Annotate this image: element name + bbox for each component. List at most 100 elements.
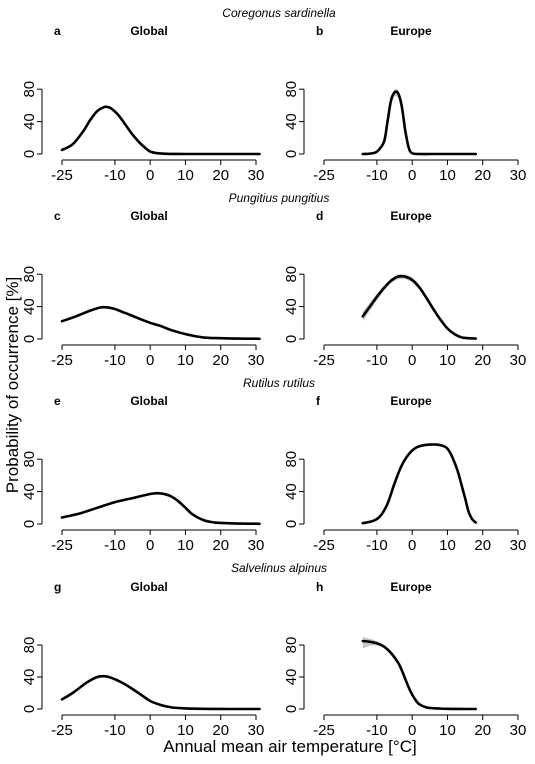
y-tick-label-f: 40: [283, 483, 300, 500]
panel-label-d: d: [316, 209, 323, 223]
panels-group: a Global 0 40 80 -25 -10 0 10 20 30 b Europe 0 40 80 -25…: [21, 24, 526, 739]
y-tick-label-d: 40: [283, 298, 300, 315]
x-tick-label-h: 0: [408, 722, 416, 739]
series-line-g: [60, 674, 261, 711]
y-tick-label-b: 40: [283, 113, 300, 130]
x-tick-label-g: 30: [248, 722, 265, 739]
confidence-band-h: [362, 637, 476, 709]
x-tick-label-b: -25: [313, 167, 335, 184]
x-tick-label-g: 20: [212, 722, 229, 739]
x-tick-label-e: 0: [146, 537, 154, 554]
x-tick-label-d: -10: [366, 352, 388, 369]
panel-f: f Europe 0 40 80 -25 -10 0 10 20 30: [283, 394, 526, 554]
panel-label-b: b: [316, 24, 323, 38]
y-tick-label-b: 80: [283, 81, 300, 98]
panel-label-g: g: [54, 580, 61, 594]
y-tick-label-c: 40: [21, 298, 38, 315]
panel-title-g: Global: [130, 580, 167, 594]
species-title-4: Salvelinus alpinus: [231, 561, 327, 575]
panel-title-f: Europe: [390, 394, 432, 408]
x-tick-label-c: -25: [51, 352, 73, 369]
x-tick-label-h: -10: [366, 722, 388, 739]
y-axis-title: Probability of occurrence [%]: [3, 277, 22, 493]
panel-e: e Global 0 40 80 -25 -10 0 10 20 30: [21, 394, 264, 554]
panel-label-c: c: [54, 209, 61, 223]
x-tick-label-c: 20: [212, 352, 229, 369]
y-tick-label-g: 40: [21, 669, 38, 686]
x-tick-label-a: 10: [177, 167, 194, 184]
x-tick-label-b: -10: [366, 167, 388, 184]
x-tick-label-f: -10: [366, 537, 388, 554]
panel-c: c Global 0 40 80 -25 -10 0 10 20 30: [21, 209, 264, 369]
series-line-b: [361, 90, 477, 156]
series-line-e: [60, 491, 261, 526]
y-tick-label-a: 80: [21, 81, 38, 98]
x-tick-label-a: -25: [51, 167, 73, 184]
panel-title-h: Europe: [390, 580, 432, 594]
x-tick-label-d: 30: [510, 352, 527, 369]
y-tick-label-c: 0: [21, 335, 38, 343]
y-tick-label-h: 40: [283, 669, 300, 686]
x-tick-label-e: 20: [212, 537, 229, 554]
panel-label-h: h: [316, 580, 323, 594]
x-tick-label-e: 30: [248, 537, 265, 554]
y-tick-label-f: 0: [283, 520, 300, 528]
x-tick-label-a: 30: [248, 167, 265, 184]
confidence-band-b: [362, 89, 476, 154]
x-tick-label-h: 20: [474, 722, 491, 739]
x-tick-label-c: 0: [146, 352, 154, 369]
x-tick-label-c: 30: [248, 352, 265, 369]
panel-title-a: Global: [130, 24, 167, 38]
panel-a: a Global 0 40 80 -25 -10 0 10 20 30: [21, 24, 264, 184]
x-tick-label-f: 0: [408, 537, 416, 554]
species-title-2: Pungitius pungitius: [229, 191, 330, 205]
x-tick-label-c: -10: [104, 352, 126, 369]
x-axis-title: Annual mean air temperature [°C]: [163, 737, 416, 756]
x-tick-label-f: 20: [474, 537, 491, 554]
x-tick-label-e: -25: [51, 537, 73, 554]
y-tick-label-h: 0: [283, 705, 300, 713]
x-tick-label-e: -10: [104, 537, 126, 554]
x-tick-label-b: 10: [439, 167, 456, 184]
y-tick-label-c: 80: [21, 266, 38, 283]
series-line-h: [361, 639, 477, 711]
x-tick-label-d: -25: [313, 352, 335, 369]
y-tick-label-a: 40: [21, 113, 38, 130]
y-tick-label-h: 80: [283, 637, 300, 654]
panel-title-e: Global: [130, 394, 167, 408]
x-tick-label-b: 0: [408, 167, 416, 184]
x-tick-label-g: -25: [51, 722, 73, 739]
confidence-band-d: [362, 274, 476, 339]
y-tick-label-f: 80: [283, 451, 300, 468]
x-tick-label-g: 10: [177, 722, 194, 739]
y-tick-label-g: 80: [21, 637, 38, 654]
y-tick-label-d: 0: [283, 335, 300, 343]
x-tick-label-h: -25: [313, 722, 335, 739]
x-tick-label-d: 0: [408, 352, 416, 369]
panel-d: d Europe 0 40 80 -25 -10 0 10 20 30: [283, 209, 526, 369]
species-title-3: Rutilus rutilus: [243, 376, 315, 390]
panel-label-e: e: [54, 394, 61, 408]
x-tick-label-a: 0: [146, 167, 154, 184]
x-tick-label-h: 10: [439, 722, 456, 739]
y-tick-label-e: 40: [21, 483, 38, 500]
x-tick-label-f: 10: [439, 537, 456, 554]
x-tick-label-g: -10: [104, 722, 126, 739]
y-tick-label-g: 0: [21, 705, 38, 713]
x-tick-label-d: 10: [439, 352, 456, 369]
x-tick-label-a: 20: [212, 167, 229, 184]
x-tick-label-b: 20: [474, 167, 491, 184]
series-line-d: [361, 274, 477, 340]
panel-h: h Europe 0 40 80 -25 -10 0 10 20 30: [283, 580, 526, 739]
x-tick-label-d: 20: [474, 352, 491, 369]
panel-b: b Europe 0 40 80 -25 -10 0 10 20 30: [283, 24, 526, 184]
panel-title-d: Europe: [390, 209, 432, 223]
x-tick-label-e: 10: [177, 537, 194, 554]
y-tick-label-d: 80: [283, 266, 300, 283]
x-tick-label-a: -10: [104, 167, 126, 184]
panel-title-c: Global: [130, 209, 167, 223]
x-tick-label-f: -25: [313, 537, 335, 554]
panel-label-a: a: [54, 24, 61, 38]
panel-title-b: Europe: [390, 24, 432, 38]
